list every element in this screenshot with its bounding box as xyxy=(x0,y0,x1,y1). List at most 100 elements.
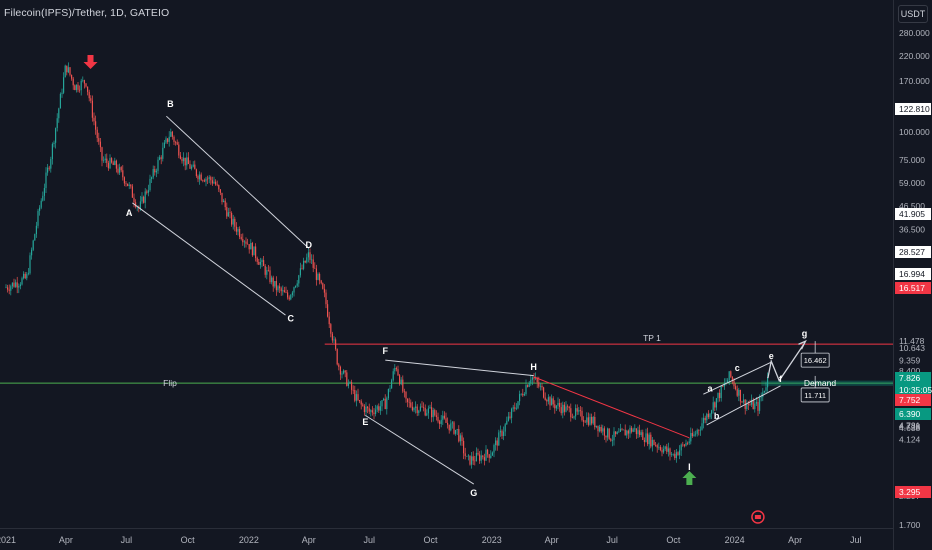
candle-body xyxy=(479,454,481,461)
horizontal-levels: TP 1 Flip Demand xyxy=(0,333,893,388)
candle-body xyxy=(7,287,9,290)
candle-body xyxy=(186,157,188,166)
flag-marker-inner xyxy=(754,515,761,519)
candle-body xyxy=(399,375,401,385)
demand-zone xyxy=(761,380,893,386)
candle-body xyxy=(160,157,162,159)
candle-body xyxy=(51,143,53,160)
wave-label: I xyxy=(688,462,691,472)
candle-body xyxy=(170,131,172,137)
candle-body xyxy=(562,404,564,414)
candle-body xyxy=(218,185,220,190)
candle-body xyxy=(467,455,469,457)
candle-body xyxy=(210,177,212,181)
candle-body xyxy=(717,392,719,399)
candle-body xyxy=(26,274,28,279)
y-tick-label: 4.728 xyxy=(899,421,921,431)
candle-body xyxy=(322,283,324,289)
candle-body xyxy=(451,422,453,424)
candle-body xyxy=(480,455,482,461)
candle-body xyxy=(667,448,669,452)
candle-body xyxy=(650,434,652,447)
candle-body xyxy=(679,450,681,456)
y-tick-label: 11.478 xyxy=(899,336,925,346)
candle-body xyxy=(189,163,191,169)
time-axis[interactable]: 2021 Apr Jul Oct 2022 Apr Jul Oct 2023 Apr Jul Oct 2… xyxy=(0,535,861,545)
price-tag xyxy=(895,394,931,406)
candle-body xyxy=(149,178,151,191)
candle-body xyxy=(171,131,173,137)
candle-body xyxy=(701,423,703,430)
candle-body xyxy=(640,432,642,436)
candle-body xyxy=(67,67,69,73)
candle-body xyxy=(416,406,418,413)
candle-body xyxy=(114,160,116,165)
candle-body xyxy=(427,408,429,414)
candle-body xyxy=(747,404,749,405)
candle-body xyxy=(357,394,359,401)
candle-body xyxy=(439,421,441,424)
candle-body xyxy=(226,207,228,217)
candle-body xyxy=(682,444,684,446)
candle-body xyxy=(247,243,249,245)
candle-body xyxy=(115,160,117,169)
candle-body xyxy=(19,284,21,287)
candle-body xyxy=(387,389,389,399)
candle-body xyxy=(330,324,332,334)
candle-body xyxy=(125,183,127,184)
candle-body xyxy=(487,449,489,455)
candle-body xyxy=(306,257,308,263)
candle-body xyxy=(370,410,372,412)
candle-body xyxy=(144,191,146,203)
candle-body xyxy=(87,86,89,92)
candle-body xyxy=(499,430,501,433)
candle-body xyxy=(155,170,157,173)
price-tag-value: 10:35:05 xyxy=(899,385,932,395)
candle-body xyxy=(101,147,103,161)
candle-body xyxy=(749,404,751,406)
candle-body xyxy=(611,440,613,441)
candle-body xyxy=(767,377,769,388)
price-tag-value: 7.752 xyxy=(899,395,921,405)
x-tick-label: Jul xyxy=(121,535,133,545)
candle-body xyxy=(423,407,425,408)
candle-body xyxy=(501,430,503,437)
candle-body xyxy=(495,440,497,446)
candle-body xyxy=(242,239,244,243)
projection-arrowhead xyxy=(798,339,807,350)
candle-body xyxy=(603,428,605,436)
candle-body xyxy=(53,142,55,144)
candle-body xyxy=(434,409,436,416)
tp1-label: TP 1 xyxy=(643,333,661,343)
candle-body xyxy=(39,207,41,211)
candle-body xyxy=(163,142,165,148)
candle-body xyxy=(533,377,535,379)
y-tick-label: 59.000 xyxy=(899,178,925,188)
y-tick-label: 280.000 xyxy=(899,28,930,38)
candle-body xyxy=(691,432,693,437)
candle-body xyxy=(339,366,341,375)
candle-body xyxy=(531,377,533,380)
candle-body xyxy=(355,394,357,401)
candle-body xyxy=(359,400,361,402)
candle-body xyxy=(71,74,73,79)
candle-body xyxy=(371,410,373,413)
candle-body xyxy=(379,406,381,411)
y-tick-label: 170.000 xyxy=(899,76,930,86)
candle-body xyxy=(522,393,524,396)
candle-body xyxy=(469,455,471,465)
candle-body xyxy=(23,273,25,279)
candle-body xyxy=(538,382,540,387)
candle-body xyxy=(605,435,607,438)
candle-body xyxy=(29,255,31,274)
candle-body xyxy=(752,400,754,410)
candle-body xyxy=(411,406,413,411)
candle-body xyxy=(266,270,268,275)
y-tick-label: 4.124 xyxy=(899,435,921,445)
currency-button[interactable]: USDT xyxy=(898,5,928,23)
wave-label: G xyxy=(470,488,477,498)
candle-body xyxy=(320,280,322,284)
candle-body xyxy=(720,386,722,399)
